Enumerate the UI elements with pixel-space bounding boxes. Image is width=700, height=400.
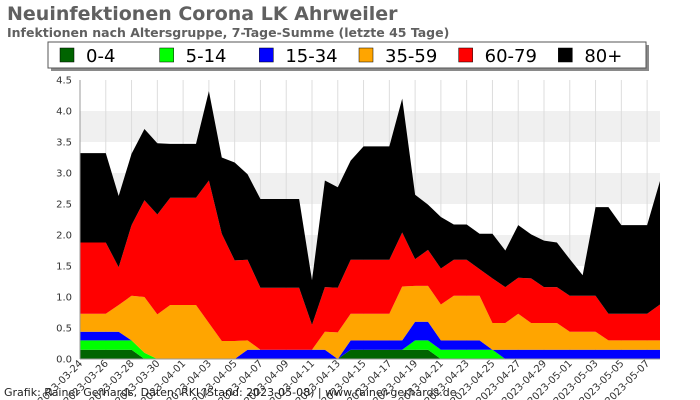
legend-label-5-14: 5-14 — [186, 46, 227, 67]
chart-title: Neuinfektionen Corona LK Ahrweiler — [7, 3, 398, 25]
legend-label-35-59: 35-59 — [385, 46, 437, 67]
legend-swatch-80+ — [558, 47, 573, 63]
y-tick-label: 3.5 — [56, 138, 72, 149]
legend-label-60-79: 60-79 — [485, 46, 537, 67]
legend-label-0-4: 0-4 — [86, 46, 115, 67]
legend-swatch-15-34 — [259, 47, 274, 63]
series-area-0-4 — [80, 349, 660, 359]
legend-label-80+: 80+ — [584, 46, 622, 67]
legend-swatch-60-79 — [458, 47, 473, 63]
y-tick-label: 2.0 — [56, 231, 72, 242]
grid-band — [80, 111, 660, 142]
y-axis: 0.0 0.5 1.0 1.5 2.0 2.5 3.0 3.5 4.0 4.5 — [56, 76, 81, 366]
y-tick-label: 4.0 — [56, 107, 72, 118]
y-tick-label: 4.5 — [56, 76, 72, 87]
legend-box — [47, 41, 647, 69]
y-tick-label: 3.0 — [56, 169, 72, 180]
legend-swatch-35-59 — [358, 47, 374, 63]
plot-area — [79, 80, 660, 359]
footer-credit: Grafik: Rainer Gerhards, Daten: RKI (Sta… — [4, 386, 457, 399]
chart-subtitle: Infektionen nach Altersgruppe, 7-Tage-Su… — [7, 25, 449, 40]
series-area-60-79 — [80, 180, 660, 350]
y-tick-label: 1.5 — [56, 262, 72, 273]
y-tick-label: 2.5 — [56, 200, 72, 211]
y-tick-label: 0.0 — [56, 355, 72, 366]
grid-band — [80, 80, 660, 111]
legend-swatch-0-4 — [59, 47, 75, 63]
legend-label-15-34: 15-34 — [285, 46, 337, 67]
y-tick-label: 1.0 — [56, 293, 72, 304]
chart-legend: 0-4 5-14 15-34 35-59 60-79 80+ — [47, 41, 649, 71]
y-tick-label: 0.5 — [56, 324, 72, 335]
series-area-35-59 — [80, 285, 660, 359]
legend-swatch-5-14 — [159, 47, 174, 63]
series-area-80+ — [80, 91, 660, 325]
